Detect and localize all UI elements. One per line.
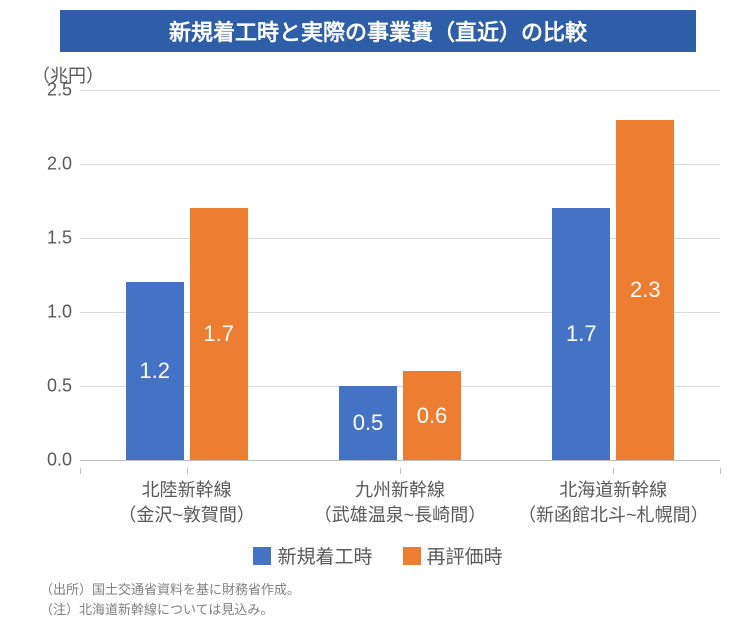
x-category-label: 北海道新幹線（新函館北斗~札幌間） [507, 478, 720, 528]
footnote-line: （出所）国土交通省資料を基に財務省作成。 [40, 580, 300, 600]
y-tick-label: 1.0 [32, 302, 72, 323]
x-category-label: 北陸新幹線（金沢~敦賀間） [80, 478, 293, 528]
y-tick-label: 1.5 [32, 228, 72, 249]
x-tick-mark [400, 468, 401, 474]
bar-group: 1.7 2.3 [552, 120, 674, 460]
legend-label: 再評価時 [427, 542, 503, 569]
x-tick-mark [80, 468, 81, 474]
y-tick-label: 0.0 [32, 450, 72, 471]
plot-area: 0.00.51.01.52.02.51.21.70.50.61.72.3 [80, 90, 720, 460]
bar-initial: 0.5 [339, 386, 397, 460]
legend-item: 再評価時 [403, 542, 503, 569]
x-axis-line [80, 460, 720, 461]
bar-revised: 1.7 [190, 208, 248, 460]
footnote-line: （注）北海道新幹線については見込み。 [40, 600, 300, 620]
bar-initial: 1.2 [126, 282, 184, 460]
bar-value-label: 1.2 [139, 358, 170, 384]
x-category-line1: 北海道新幹線 [507, 478, 720, 503]
gridline [80, 90, 720, 91]
footnotes: （出所）国土交通省資料を基に財務省作成。（注）北海道新幹線については見込み。 [40, 580, 300, 619]
bar-value-label: 0.6 [417, 403, 448, 429]
bar-revised: 2.3 [616, 120, 674, 460]
legend-swatch [403, 547, 421, 565]
bar-value-label: 2.3 [630, 277, 661, 303]
legend-item: 新規着工時 [253, 542, 372, 569]
chart-container: 新規着工時と実際の事業費（直近）の比較 （兆円） 0.00.51.01.52.0… [0, 0, 756, 637]
x-category-line1: 北陸新幹線 [80, 478, 293, 503]
legend-label: 新規着工時 [277, 542, 372, 569]
x-tick-mark [613, 468, 614, 474]
x-tick-mark [720, 468, 721, 474]
y-tick-label: 0.5 [32, 376, 72, 397]
y-tick-label: 2.5 [32, 80, 72, 101]
bar-value-label: 1.7 [203, 321, 234, 347]
bar-initial: 1.7 [552, 208, 610, 460]
x-category-label: 九州新幹線（武雄温泉~長崎間） [293, 478, 506, 528]
chart-title: 新規着工時と実際の事業費（直近）の比較 [60, 10, 696, 52]
x-tick-mark [187, 468, 188, 474]
legend-swatch [253, 547, 271, 565]
bar-group: 1.2 1.7 [126, 208, 248, 460]
x-category-line2: （金沢~敦賀間） [80, 503, 293, 528]
x-category-line2: （武雄温泉~長崎間） [293, 503, 506, 528]
bar-value-label: 0.5 [353, 410, 384, 436]
bar-group: 0.5 0.6 [339, 371, 461, 460]
bar-value-label: 1.7 [566, 321, 597, 347]
y-tick-label: 2.0 [32, 154, 72, 175]
x-category-line2: （新函館北斗~札幌間） [507, 503, 720, 528]
x-category-line1: 九州新幹線 [293, 478, 506, 503]
bar-revised: 0.6 [403, 371, 461, 460]
legend: 新規着工時 再評価時 [0, 542, 756, 569]
